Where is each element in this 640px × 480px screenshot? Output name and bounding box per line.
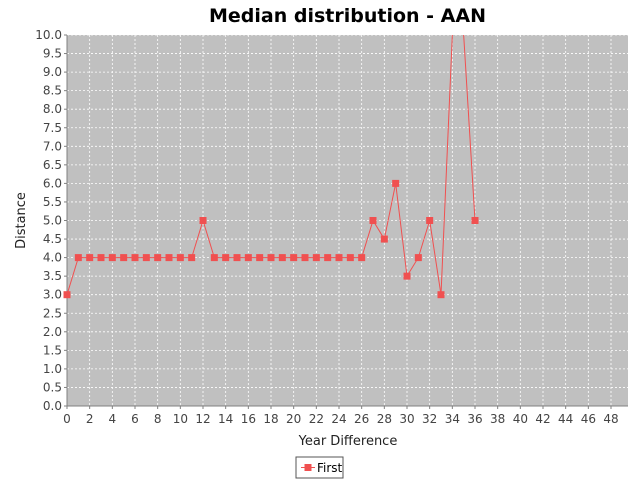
data-point xyxy=(222,254,230,262)
data-point xyxy=(301,254,309,262)
legend-box xyxy=(295,456,344,479)
y-tick-label: 5.5 xyxy=(43,195,62,209)
x-tick-label: 48 xyxy=(603,412,618,426)
y-tick-label: 6.5 xyxy=(43,158,62,172)
x-tick-label: 4 xyxy=(109,412,117,426)
x-tick-label: 40 xyxy=(513,412,528,426)
series-line xyxy=(66,183,442,295)
data-point xyxy=(188,254,196,262)
data-point xyxy=(210,254,218,262)
data-point xyxy=(392,179,400,187)
x-tick-label: 2 xyxy=(86,412,94,426)
x-tick-label: 16 xyxy=(241,412,256,426)
y-tick-label: 6.0 xyxy=(43,176,62,190)
x-tick-label: 20 xyxy=(286,412,301,426)
y-tick-label: 9.0 xyxy=(43,65,62,79)
x-tick-label: 22 xyxy=(309,412,324,426)
data-point xyxy=(154,254,162,262)
data-point xyxy=(74,254,82,262)
legend: First xyxy=(295,456,344,479)
y-tick-label: 10.0 xyxy=(35,28,62,42)
data-point xyxy=(414,254,422,262)
data-point xyxy=(131,254,139,262)
x-tick-label: 34 xyxy=(445,412,460,426)
data-point xyxy=(120,254,128,262)
y-tick-label: 4.0 xyxy=(43,251,62,265)
data-point xyxy=(346,254,354,262)
chart-title: Median distribution - AAN xyxy=(209,5,486,27)
series xyxy=(63,34,479,299)
y-axis-label: Distance xyxy=(14,192,29,249)
axes xyxy=(64,34,628,409)
x-tick-label: 12 xyxy=(195,412,210,426)
data-point xyxy=(335,254,343,262)
x-tick-label: 8 xyxy=(154,412,162,426)
y-tick-label: 1.0 xyxy=(43,362,62,376)
x-tick-label: 18 xyxy=(263,412,278,426)
data-point xyxy=(142,254,150,262)
x-tick-label: 42 xyxy=(535,412,550,426)
y-tick-label: 1.5 xyxy=(43,343,62,357)
data-point xyxy=(324,254,332,262)
y-tick-label: 7.5 xyxy=(43,121,62,135)
data-point xyxy=(97,254,105,262)
x-tick-label: 26 xyxy=(354,412,369,426)
y-tick-label: 2.5 xyxy=(43,306,62,320)
y-tick-label: 4.5 xyxy=(43,232,62,246)
y-tick-label: 5.0 xyxy=(43,214,62,228)
y-tick-label: 7.0 xyxy=(43,139,62,153)
x-tick-label: 0 xyxy=(63,412,71,426)
x-tick-label: 6 xyxy=(131,412,139,426)
y-tick-label: 8.0 xyxy=(43,102,62,116)
data-point xyxy=(165,254,173,262)
data-point xyxy=(380,235,388,243)
data-point xyxy=(312,254,320,262)
x-tick-label: 10 xyxy=(173,412,188,426)
y-tick-label: 3.0 xyxy=(43,288,62,302)
legend-label-first: First xyxy=(317,461,343,475)
series-line-offscale xyxy=(440,34,453,295)
x-tick-label: 46 xyxy=(581,412,596,426)
data-point xyxy=(369,217,377,224)
data-point xyxy=(176,254,184,262)
x-tick-label: 36 xyxy=(467,412,482,426)
y-tick-label: 8.5 xyxy=(43,84,62,98)
data-point xyxy=(278,254,286,262)
x-tick-label: 24 xyxy=(331,412,346,426)
data-point xyxy=(199,217,207,224)
x-tick-label: 28 xyxy=(377,412,392,426)
grid xyxy=(67,34,628,406)
data-point xyxy=(108,254,116,262)
tick-labels: 0.0 0.5 1.0 1.5 2.0 2.5 3.0 3.5 4.0 4.5 5.0 5.5 6.0 6… xyxy=(35,28,618,426)
data-point xyxy=(290,254,298,262)
data-point xyxy=(86,254,94,262)
data-point xyxy=(437,291,445,299)
y-tick-label: 9.5 xyxy=(43,47,62,61)
data-point xyxy=(63,291,71,299)
legend-marker xyxy=(304,464,312,471)
x-tick-label: 30 xyxy=(399,412,414,426)
x-tick-label: 32 xyxy=(422,412,437,426)
data-point xyxy=(267,254,275,262)
series-first xyxy=(63,34,479,299)
data-point xyxy=(256,254,264,262)
data-point xyxy=(471,217,479,224)
y-tick-label: 2.0 xyxy=(43,325,62,339)
y-tick-label: 3.5 xyxy=(43,269,62,283)
data-point xyxy=(233,254,241,262)
data-point xyxy=(244,254,252,262)
x-axis-label: Year Difference xyxy=(298,434,398,449)
y-tick-label: 0.0 xyxy=(43,399,62,413)
data-point xyxy=(358,254,366,262)
y-tick-label: 0.5 xyxy=(43,380,62,394)
x-tick-label: 38 xyxy=(490,412,505,426)
data-point xyxy=(403,272,411,280)
series-line-offscale xyxy=(463,34,476,221)
x-tick-label: 44 xyxy=(558,412,573,426)
data-point xyxy=(426,217,434,224)
x-tick-label: 14 xyxy=(218,412,233,426)
